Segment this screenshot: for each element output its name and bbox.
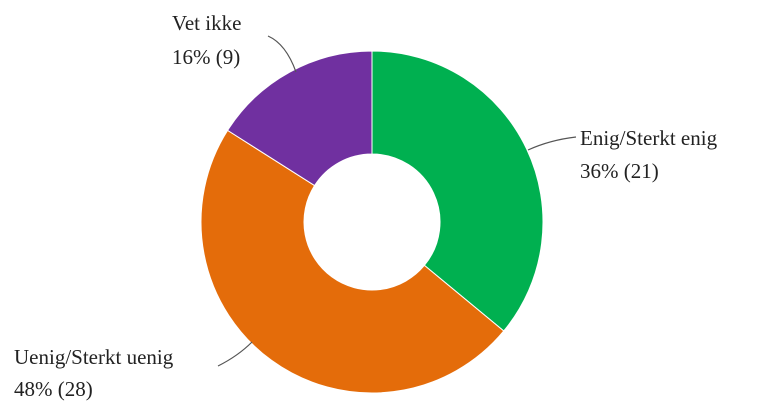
slice-label-vet-ikke: Vet ikke [172,11,241,35]
slice-value-uenig: 48% (28) [14,377,93,401]
slice-value-enig: 36% (21) [580,159,659,183]
leader-lines [217,35,577,367]
leader-line-enig [527,136,577,151]
leader-line-uenig [217,341,253,367]
leader-line-vet-ikke [267,35,297,73]
slice-label-enig: Enig/Sterkt enig [580,126,718,150]
slice-value-vet-ikke: 16% (9) [172,45,240,69]
donut-hole [304,154,440,290]
slice-label-uenig: Uenig/Sterkt uenig [14,345,174,369]
data-labels: Enig/Sterkt enig 36% (21) Uenig/Sterkt u… [14,11,718,401]
donut-slices [200,50,544,394]
